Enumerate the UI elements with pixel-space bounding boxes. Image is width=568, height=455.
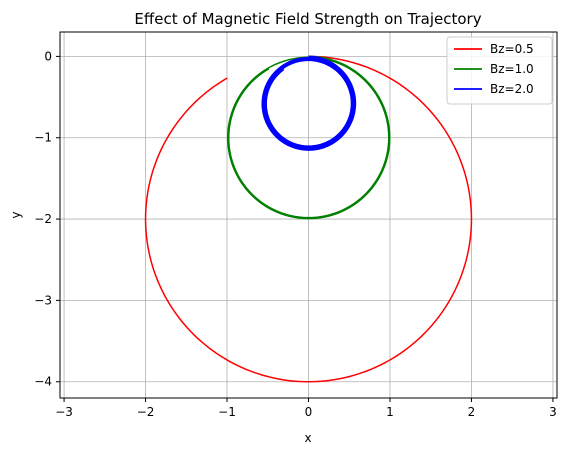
x-tick-label: 2 [468, 405, 476, 419]
legend-label: Bz=2.0 [490, 82, 534, 96]
y-tick-label: −1 [34, 131, 52, 145]
x-axis-label: x [304, 431, 311, 445]
x-tick-label: −3 [55, 405, 73, 419]
y-tick-label: 0 [44, 49, 52, 63]
x-tick-label: 1 [386, 405, 394, 419]
plot-lines [144, 55, 473, 383]
x-tick-label: 0 [305, 405, 313, 419]
y-tick-label: −2 [34, 212, 52, 226]
legend: Bz=0.5 Bz=1.0 Bz=2.0 [446, 36, 553, 105]
series-line-bz-0-5 [144, 55, 473, 383]
x-tick-label: −1 [218, 405, 236, 419]
legend-box [446, 36, 553, 105]
x-tick-label: 3 [549, 405, 557, 419]
chart-title: Effect of Magnetic Field Strength on Tra… [134, 10, 481, 28]
y-tick-label: −3 [34, 293, 52, 307]
y-axis-label: y [9, 211, 23, 218]
series-line-bz-2-0 [261, 55, 357, 151]
legend-label: Bz=0.5 [490, 42, 534, 56]
series-line-bz-1-0 [227, 55, 391, 220]
y-tick-label: −4 [34, 375, 52, 389]
y-ticks: 0 −1 −2 −3 −4 [34, 49, 60, 389]
x-ticks: −3 −2 −1 0 1 2 3 [55, 398, 557, 419]
x-tick-label: −2 [137, 405, 155, 419]
legend-label: Bz=1.0 [490, 62, 534, 76]
